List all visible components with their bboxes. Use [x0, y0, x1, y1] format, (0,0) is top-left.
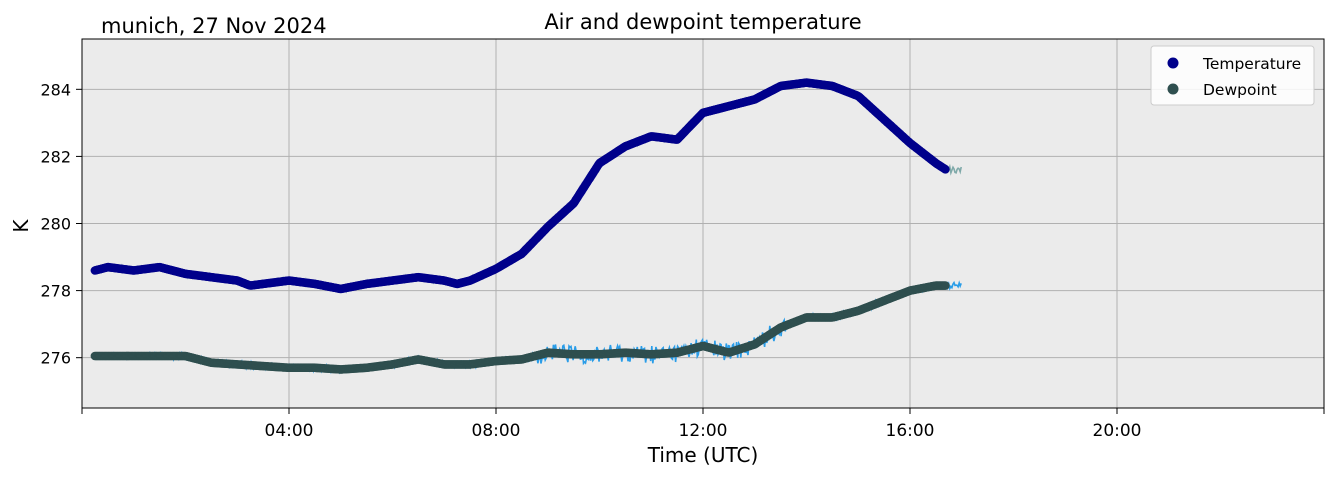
- series-temperature-markers: [90, 78, 950, 294]
- legend-temperature-label: Temperature: [1202, 55, 1301, 73]
- station-date-label: munich, 27 Nov 2024: [101, 14, 327, 38]
- y-axis-label: K: [9, 219, 33, 233]
- x-tick-label: 20:00: [1093, 421, 1142, 441]
- x-tick-label: 08:00: [472, 421, 521, 441]
- legend-box: [1150, 45, 1315, 106]
- y-tick-label: 282: [40, 147, 71, 166]
- x-axis-label: Time (UTC): [647, 443, 759, 467]
- x-tick-label: 12:00: [679, 421, 728, 441]
- y-tick-label: 276: [40, 349, 71, 368]
- x-tick-label: 04:00: [265, 421, 314, 441]
- chart-title: Air and dewpoint temperature: [544, 10, 861, 34]
- legend-temperature-marker: [1167, 57, 1179, 69]
- gridlines: [82, 39, 1324, 408]
- x-tick-label: 16:00: [886, 421, 935, 441]
- data-point: [941, 281, 950, 290]
- series-dewpoint-markers: [90, 281, 950, 374]
- legend: Temperature Dewpoint: [1150, 45, 1315, 106]
- axis-ticks: 04:00 08:00 12:00 16:00 20:00 276 278 280 282 284: [40, 80, 1325, 441]
- data-point: [941, 165, 950, 174]
- y-tick-label: 284: [40, 80, 71, 99]
- legend-dewpoint-label: Dewpoint: [1203, 81, 1277, 99]
- legend-dewpoint-marker: [1167, 83, 1179, 95]
- smoothed-data-layer: [90, 78, 950, 374]
- y-tick-label: 280: [40, 215, 71, 234]
- y-tick-label: 278: [40, 282, 71, 301]
